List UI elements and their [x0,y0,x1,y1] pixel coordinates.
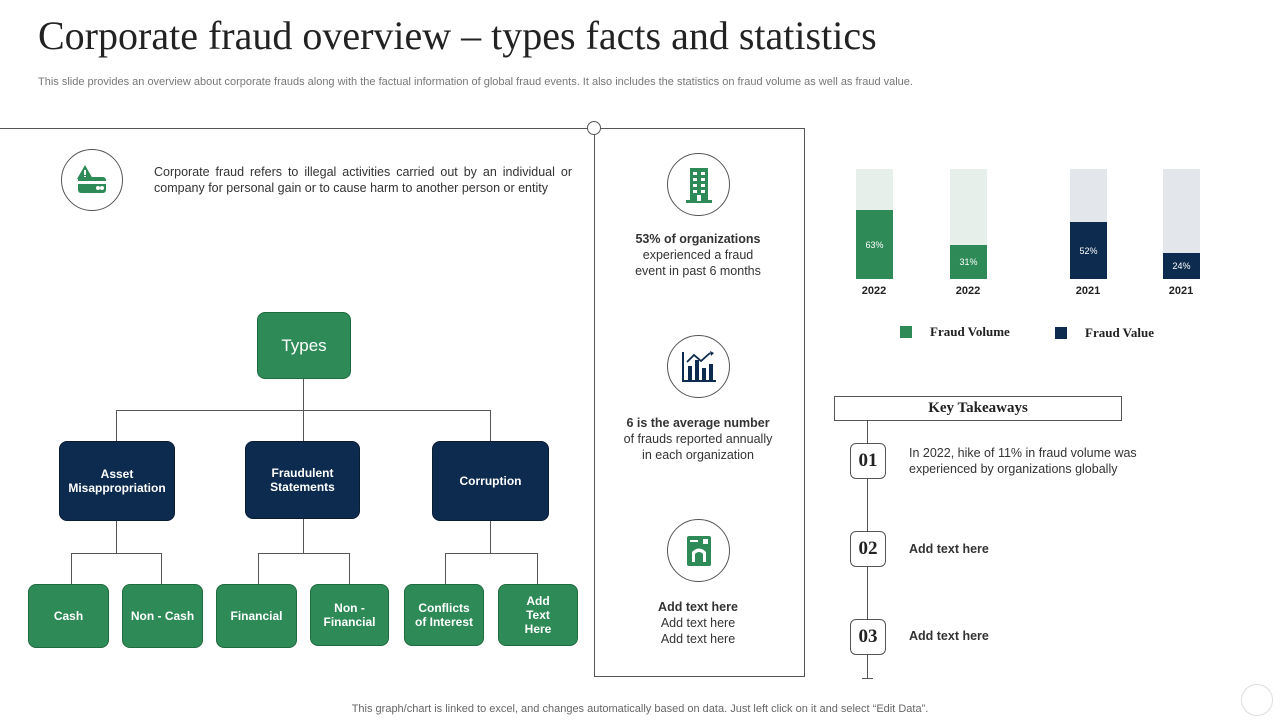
tree-connector [537,553,538,584]
tree-connector [303,377,304,410]
subtype-financial: Financial [216,584,297,648]
stat-add-text-text: Add text here Add text here [660,616,736,646]
tree-connector [258,553,349,554]
legend-label: Fraud Volume [930,324,1010,339]
connector-dot [587,121,601,135]
takeaway-text-02: Add text here [909,542,989,556]
bar-chart-icon [667,335,730,398]
type-asset-misappropriation: Asset Misappropriation [59,441,175,521]
subtype-cash: Cash [28,584,109,648]
takeaway-number-01: 01 [850,443,886,479]
page-subtitle: This slide provides an overview about co… [38,76,913,88]
takeaway-text-01: In 2022, hike of 11% in fraud volume was… [909,446,1137,476]
tick-label: 2021 [1075,285,1101,297]
bar-fraud-value: 52% [1070,222,1107,279]
footer-note: This graph/chart is linked to excel, and… [351,703,929,715]
tree-connector [71,553,161,554]
stat-organizations-bold: 53% of organizations [635,232,761,246]
legend-swatch [1055,327,1067,339]
stat-add-text: Add text here Add text here Add text her… [610,599,786,647]
subtype-non-financial: Non - Financial [310,584,389,646]
tree-connector [349,553,350,584]
divider-left [594,128,595,676]
subtype-non-cash: Non - Cash [122,584,203,648]
subtype-add-text: Add Text Here [498,584,578,646]
tree-connector [258,553,259,584]
stat-organizations: 53% of organizations experienced a fraud… [610,231,786,279]
page-title: Corporate fraud overview – types facts a… [38,13,877,58]
legend-swatch [900,326,912,338]
legend-label: Fraud Value [1085,325,1154,340]
stat-average-bold: 6 is the average number [626,416,770,430]
tree-connector [71,553,72,584]
fraud-chart: 63% 2022 31% 2022 52% 2021 24% 2021 Fraud Volume… [820,150,1260,350]
fraud-card-icon [61,149,123,211]
building-icon [667,153,730,216]
stat-average-text: of frauds reported annually in each orga… [623,432,773,462]
definition-text: Corporate fraud refers to illegal activi… [154,165,572,195]
divider-right [804,128,805,676]
tree-connector [490,410,491,441]
key-takeaways-heading: Key Takeaways [834,396,1122,421]
tick-label: 2022 [955,285,981,297]
stat-add-text-bold: Add text here [658,600,738,614]
bar-fraud-value: 24% [1163,253,1200,279]
tick-label: 2022 [861,285,887,297]
types-root-box: Types [257,312,351,379]
tree-connector [303,519,304,553]
nav-circle[interactable] [1241,684,1273,716]
stat-organizations-text: experienced a fraud event in past 6 mont… [635,248,761,278]
tree-connector [116,519,117,553]
takeaways-timeline-end [862,678,873,679]
tree-connector [116,410,117,441]
type-fraudulent-statements: Fraudulent Statements [245,441,360,519]
divider-top [0,128,805,129]
tree-connector [161,553,162,584]
bar-fraud-volume: 31% [950,245,987,279]
tick-label: 2021 [1168,285,1194,297]
takeaway-number-03: 03 [850,619,886,655]
tree-connector [445,553,537,554]
divider-bottom [594,676,805,677]
tree-connector [445,553,446,584]
tree-connector [303,410,304,441]
type-corruption: Corruption [432,441,549,521]
stat-average: 6 is the average number of frauds report… [610,415,786,463]
bar-fraud-volume: 63% [856,210,893,279]
subtype-conflicts-of-interest: Conflicts of Interest [404,584,484,646]
takeaway-number-02: 02 [850,531,886,567]
document-icon [667,519,730,582]
tree-connector [490,519,491,553]
takeaway-text-03: Add text here [909,629,989,643]
